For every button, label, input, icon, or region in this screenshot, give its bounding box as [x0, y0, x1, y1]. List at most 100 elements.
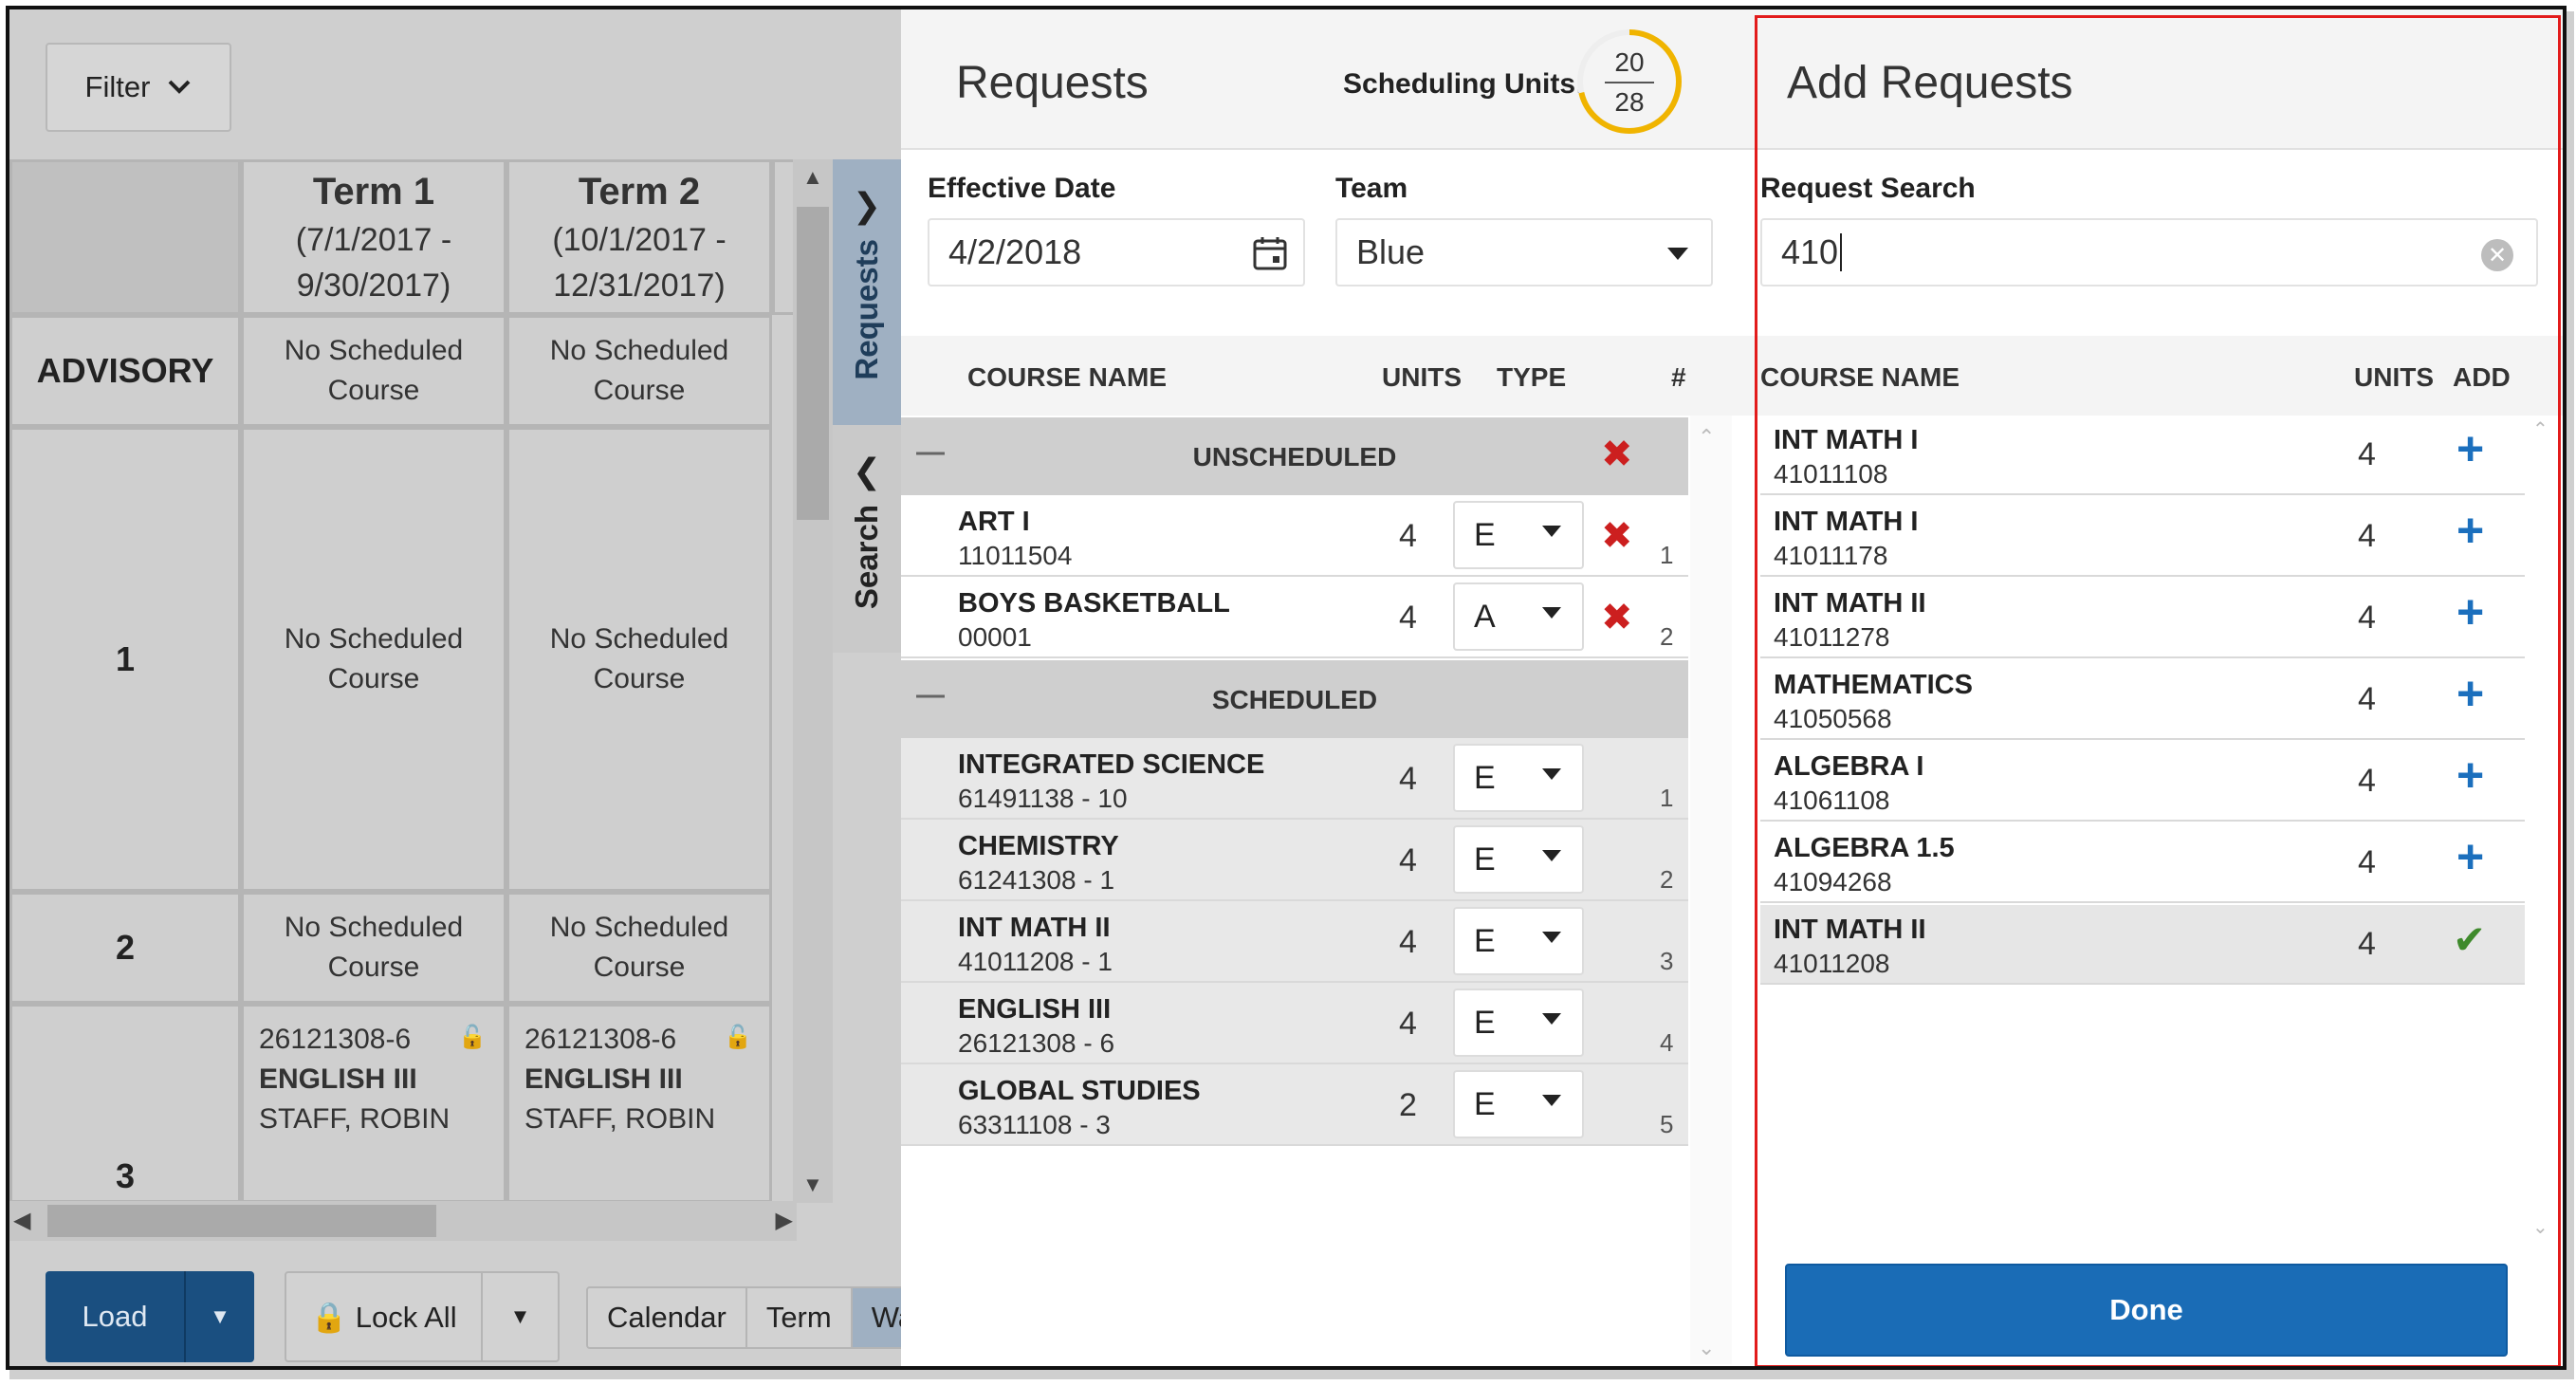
schedule-cell[interactable]: No Scheduled Course — [241, 427, 506, 892]
scroll-down-icon[interactable]: ⌄ — [2532, 1217, 2548, 1238]
term-end: 12/31/2017) — [553, 268, 726, 304]
scroll-thumb[interactable] — [47, 1205, 436, 1237]
course-name: GLOBAL STUDIES — [958, 1076, 1201, 1106]
term-start: (7/1/2017 - — [295, 222, 452, 259]
schedule-cell[interactable]: No Scheduled Course — [506, 315, 772, 427]
add-icon[interactable]: + — [2456, 748, 2485, 802]
row-number: 1 — [1660, 784, 1674, 812]
schedule-cell[interactable]: No Scheduled Course — [241, 315, 506, 427]
course-code: 61241308 - 1 — [958, 865, 1115, 895]
course-units: 4 — [1399, 842, 1417, 878]
add-requests-panel: Add Requests Request Search 410 ✕ COURSE… — [1736, 9, 2563, 1366]
tab-search-label: Search — [849, 505, 884, 610]
effective-date-label: Effective Date — [928, 173, 1116, 204]
collapse-icon[interactable]: — — [916, 679, 945, 711]
course-code: 26121308 - 6 — [958, 1028, 1115, 1058]
schedule-cell-course[interactable]: 26121308-6 ENGLISH III STAFF, ROBIN 🔓 — [241, 1004, 506, 1203]
scroll-right-icon[interactable]: ▶ — [775, 1208, 793, 1233]
type-select[interactable]: E — [1453, 825, 1584, 894]
schedule-cell[interactable]: No Scheduled Course — [506, 427, 772, 892]
course-name: BOYS BASKETBALL — [958, 588, 1230, 619]
view-calendar[interactable]: Calendar — [588, 1288, 747, 1347]
request-search-input[interactable]: 410 ✕ — [1760, 218, 2538, 286]
lock-icon: 🔒 — [310, 1300, 348, 1334]
type-value: A — [1474, 598, 1496, 635]
team-value: Blue — [1356, 232, 1426, 271]
row-label: ADVISORY — [9, 315, 241, 427]
schedule-cell[interactable]: No Scheduled Course — [241, 892, 506, 1004]
add-icon[interactable]: + — [2456, 830, 2485, 883]
scroll-thumb[interactable] — [797, 207, 829, 520]
remove-icon[interactable]: ✖ — [1601, 597, 1633, 638]
type-value: E — [1474, 1004, 1496, 1041]
load-dropdown-icon[interactable]: ▼ — [184, 1271, 254, 1362]
search-result-row: INT MATH I 41011178 4 + — [1760, 497, 2525, 577]
course-units: 4 — [2358, 681, 2376, 717]
unlock-icon[interactable]: 🔓 — [458, 1025, 487, 1050]
dropdown-arrow-icon — [1667, 248, 1688, 260]
course-code: 41094268 — [1774, 867, 1892, 896]
term-name: Term 1 — [312, 171, 435, 213]
team-select[interactable]: Blue — [1335, 218, 1713, 286]
request-row: ART I 11011504 4 E ✖ 1 — [901, 495, 1688, 577]
schedule-cell-course[interactable]: 26121308-6 ENGLISH III STAFF, ROBIN 🔓 — [506, 1004, 772, 1203]
schedule-grid: Term 1 (7/1/2017 - 9/30/2017) Term 2 (10… — [9, 159, 800, 1203]
add-results-scrollbar[interactable]: ⌃ ⌄ — [2532, 416, 2551, 1241]
dropdown-arrow-icon — [1542, 526, 1561, 537]
scroll-down-icon[interactable]: ▼ — [802, 1173, 823, 1196]
schedule-cell[interactable]: No Scheduled Course — [506, 892, 772, 1004]
scheduling-units-gauge: 20 28 — [1574, 27, 1684, 137]
course-units: 4 — [1399, 518, 1417, 554]
course-name: INT MATH I — [1774, 425, 1919, 455]
dropdown-arrow-icon — [1542, 850, 1561, 861]
remove-icon[interactable]: ✖ — [1601, 515, 1633, 557]
chevron-down-icon — [169, 80, 191, 94]
view-term[interactable]: Term — [746, 1288, 853, 1347]
collapse-icon[interactable]: — — [916, 436, 945, 468]
type-select[interactable]: E — [1453, 1070, 1584, 1138]
course-name: ENGLISH III — [259, 1063, 417, 1095]
course-name: CHEMISTRY — [958, 831, 1119, 861]
schedule-panel: Filter Term 1 (7/1/2017 - 9/30/2017) Ter… — [9, 9, 938, 1366]
group-label: UNSCHEDULED — [1192, 442, 1397, 471]
lock-all-button[interactable]: 🔒 Lock All ▼ — [285, 1271, 560, 1362]
row-number: 2 — [1660, 622, 1674, 651]
term-header: Term 2 (10/1/2017 - 12/31/2017) — [506, 159, 772, 315]
add-icon[interactable]: + — [2456, 585, 2485, 638]
tab-search[interactable]: ❮ Search — [833, 425, 901, 653]
lock-dropdown-icon[interactable]: ▼ — [481, 1273, 558, 1360]
type-select[interactable]: E — [1453, 989, 1584, 1057]
tab-requests[interactable]: ❯ Requests — [833, 159, 901, 425]
type-value: E — [1474, 516, 1496, 553]
grid-vertical-scrollbar[interactable]: ▲ ▼ — [793, 159, 833, 1203]
type-select[interactable]: E — [1453, 744, 1584, 812]
scroll-left-icon[interactable]: ◀ — [13, 1208, 31, 1233]
calendar-icon[interactable] — [1252, 235, 1288, 271]
grid-horizontal-scrollbar[interactable]: ◀ ▶ — [9, 1201, 797, 1241]
add-icon[interactable]: + — [2456, 667, 2485, 720]
add-icon[interactable]: + — [2456, 422, 2485, 475]
scroll-up-icon[interactable]: ▲ — [802, 165, 823, 189]
load-button[interactable]: Load ▼ — [46, 1271, 254, 1362]
unlock-icon[interactable]: 🔓 — [724, 1025, 752, 1050]
done-button[interactable]: Done — [1785, 1264, 2508, 1357]
scroll-up-icon[interactable]: ⌃ — [2532, 419, 2548, 440]
search-result-row: INT MATH II 41011278 4 + — [1760, 579, 2525, 658]
term-start: (10/1/2017 - — [552, 222, 727, 259]
course-units: 4 — [2358, 518, 2376, 554]
effective-date-input[interactable]: 4/2/2018 — [928, 218, 1305, 286]
type-select[interactable]: A — [1453, 582, 1584, 651]
filter-button[interactable]: Filter — [46, 43, 231, 132]
scroll-up-icon[interactable]: ⌃ — [1698, 425, 1716, 449]
course-units: 4 — [2358, 926, 2376, 962]
clear-search-icon[interactable]: ✕ — [2481, 239, 2513, 271]
requests-scrollbar[interactable]: ⌃ ⌄ — [1690, 416, 1732, 1364]
row-number: 4 — [1660, 1028, 1674, 1057]
type-select[interactable]: E — [1453, 907, 1584, 975]
type-select[interactable]: E — [1453, 501, 1584, 569]
chevron-left-icon: ❮ — [852, 452, 882, 490]
course-units: 4 — [2358, 436, 2376, 472]
remove-all-icon[interactable]: ✖ — [1601, 434, 1633, 475]
scroll-down-icon[interactable]: ⌄ — [1698, 1336, 1716, 1359]
add-icon[interactable]: + — [2456, 504, 2485, 557]
